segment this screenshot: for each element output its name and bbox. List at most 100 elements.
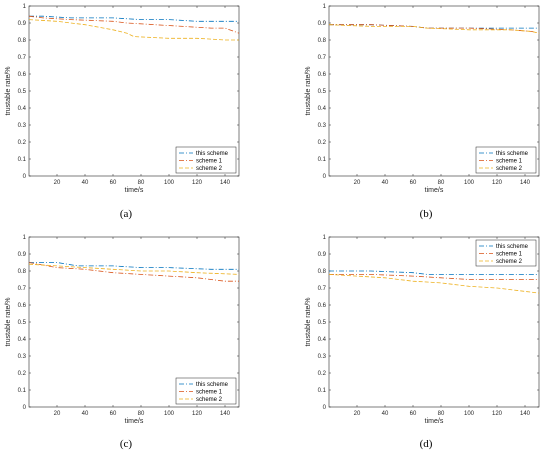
legend-box xyxy=(175,377,237,405)
x-axis-label: time/s xyxy=(125,187,144,194)
x-tick-label: 20 xyxy=(354,180,361,186)
y-tick-label: 0.8 xyxy=(18,38,27,44)
y-tick-label: 0.5 xyxy=(318,320,327,326)
x-axis-label: time/s xyxy=(425,187,444,194)
legend-entry: this scheme xyxy=(196,382,229,388)
y-tick-label: 0.3 xyxy=(18,354,27,360)
y-tick-label: 0.1 xyxy=(18,388,27,394)
y-tick-label: 0.6 xyxy=(18,303,27,309)
y-tick-label: 1 xyxy=(23,4,27,10)
series-line-3 xyxy=(28,19,239,41)
x-tick-label: 20 xyxy=(54,411,61,417)
x-tick-label: 60 xyxy=(110,411,117,417)
y-tick-label: 0.9 xyxy=(18,252,27,258)
y-tick-label: 0.9 xyxy=(18,21,27,27)
y-tick-label: 0.2 xyxy=(18,371,27,377)
x-tick-label: 80 xyxy=(138,411,145,417)
y-tick-label: 0.6 xyxy=(318,72,327,78)
y-tick-label: 1 xyxy=(323,4,327,10)
series-line-2 xyxy=(329,273,539,280)
y-tick-label: 0.2 xyxy=(18,140,27,146)
panel-caption: (d) xyxy=(420,438,433,450)
y-tick-label: 0.1 xyxy=(318,157,327,163)
y-tick-label: 0.2 xyxy=(318,140,327,146)
legend-entry: this scheme xyxy=(196,151,229,157)
y-tick-label: 1 xyxy=(23,235,27,241)
y-tick-label: 0.1 xyxy=(318,388,327,394)
x-tick-label: 60 xyxy=(410,180,417,186)
panel-caption: (c) xyxy=(120,438,133,450)
x-tick-label: 120 xyxy=(492,411,503,417)
x-axis-label: time/s xyxy=(125,418,144,425)
x-tick-label: 40 xyxy=(382,180,389,186)
series-line-2 xyxy=(28,15,240,34)
legend-entry: scheme 2 xyxy=(196,397,223,403)
x-tick-label: 140 xyxy=(220,411,231,417)
x-tick-label: 20 xyxy=(54,180,61,186)
series-line-1 xyxy=(329,270,539,275)
legend-box xyxy=(175,146,237,174)
x-tick-label: 40 xyxy=(82,411,89,417)
x-tick-label: 100 xyxy=(464,180,475,186)
legend-box xyxy=(475,239,537,267)
y-tick-label: 0.8 xyxy=(18,269,27,275)
x-tick-label: 80 xyxy=(138,180,145,186)
legend-entry: scheme 2 xyxy=(496,259,523,265)
panel-caption: (b) xyxy=(420,208,433,220)
x-tick-label: 140 xyxy=(520,411,531,417)
y-axis-label: trustable rate/% xyxy=(305,66,312,115)
y-tick-label: 0.4 xyxy=(318,106,327,112)
y-tick-label: 0 xyxy=(323,405,327,411)
series-line-3 xyxy=(28,263,240,275)
y-tick-label: 0.7 xyxy=(18,55,27,61)
x-tick-label: 60 xyxy=(410,411,417,417)
x-tick-label: 40 xyxy=(82,180,89,186)
y-tick-label: 0.3 xyxy=(318,354,327,360)
panel-caption: (a) xyxy=(120,208,133,220)
series-line-1 xyxy=(29,15,239,22)
y-tick-label: 0.7 xyxy=(18,286,27,292)
x-tick-label: 80 xyxy=(438,411,445,417)
y-axis-label: trustable rate/% xyxy=(5,66,12,115)
x-tick-label: 120 xyxy=(192,180,203,186)
x-tick-label: 40 xyxy=(382,411,389,417)
legend-box xyxy=(475,146,537,174)
x-tick-label: 100 xyxy=(464,411,475,417)
x-axis-label: time/s xyxy=(425,418,444,425)
y-tick-label: 0.5 xyxy=(318,89,327,95)
x-tick-label: 20 xyxy=(354,411,361,417)
legend-entry: scheme 1 xyxy=(496,252,523,258)
legend-entry: this scheme xyxy=(496,151,529,157)
x-tick-label: 120 xyxy=(192,411,203,417)
y-tick-label: 0.4 xyxy=(18,337,27,343)
y-tick-label: 0 xyxy=(23,405,27,411)
y-tick-label: 0.7 xyxy=(318,286,327,292)
series-line-1 xyxy=(29,262,239,270)
y-tick-label: 0.3 xyxy=(18,123,27,129)
x-tick-label: 140 xyxy=(220,180,231,186)
y-axis-label: trustable rate/% xyxy=(305,297,312,346)
series-line-2 xyxy=(28,262,239,282)
y-tick-label: 0.4 xyxy=(18,106,27,112)
y-tick-label: 0.8 xyxy=(318,38,327,44)
legend-entry: this scheme xyxy=(496,244,529,250)
legend-entry: scheme 2 xyxy=(196,166,223,172)
x-tick-label: 120 xyxy=(492,180,503,186)
series-line-3 xyxy=(328,274,540,294)
series-line-3 xyxy=(328,24,540,34)
y-tick-label: 0.9 xyxy=(318,252,327,258)
y-tick-label: 1 xyxy=(323,235,327,241)
x-tick-label: 140 xyxy=(520,180,531,186)
x-tick-label: 100 xyxy=(164,411,175,417)
legend-entry: scheme 1 xyxy=(496,159,523,165)
y-tick-label: 0.5 xyxy=(18,89,27,95)
y-tick-label: 0.9 xyxy=(318,21,327,27)
y-tick-label: 0.1 xyxy=(18,157,27,163)
y-tick-label: 0.6 xyxy=(18,72,27,78)
